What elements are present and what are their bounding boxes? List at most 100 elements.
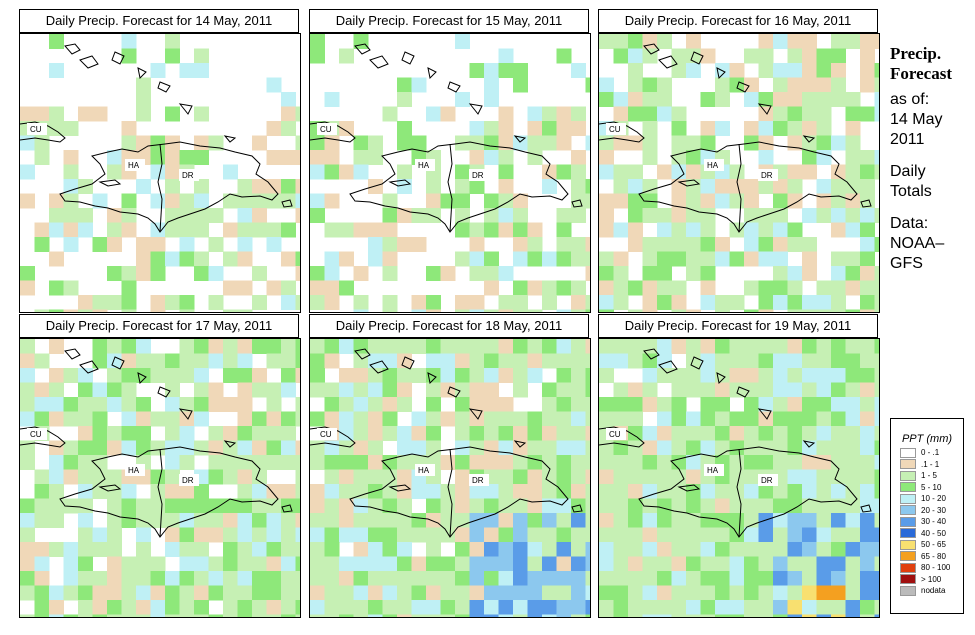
precip-cell bbox=[744, 48, 759, 64]
precip-cell bbox=[744, 251, 759, 267]
precip-cell bbox=[613, 251, 629, 267]
precip-cell bbox=[874, 266, 879, 281]
precip-cell bbox=[773, 426, 788, 441]
precip-cell bbox=[440, 266, 456, 281]
precip-cell bbox=[49, 368, 64, 383]
precip-cell bbox=[237, 455, 253, 470]
precip-cell bbox=[758, 222, 774, 238]
precip-cell bbox=[657, 484, 672, 499]
coastline bbox=[736, 81, 750, 93]
precip-cell bbox=[281, 527, 296, 543]
precip-cell bbox=[657, 469, 672, 485]
precip-cell bbox=[339, 556, 354, 572]
precip-cell bbox=[613, 498, 629, 514]
precip-cell bbox=[860, 368, 875, 383]
precip-cell bbox=[628, 484, 643, 499]
coastline bbox=[79, 55, 99, 69]
precip-cell bbox=[642, 455, 658, 470]
precip-cell bbox=[455, 92, 470, 107]
precip-cell bbox=[556, 368, 572, 383]
precip-cell bbox=[773, 397, 788, 412]
precip-cell bbox=[527, 106, 543, 122]
precip-cell bbox=[729, 164, 745, 180]
precip-cell bbox=[179, 585, 195, 601]
precip-cell bbox=[527, 527, 543, 543]
precip-cell bbox=[773, 527, 788, 543]
precip-cell bbox=[845, 266, 861, 281]
precip-cell bbox=[382, 208, 398, 223]
precip-cell bbox=[744, 455, 759, 470]
precip-cell bbox=[802, 237, 817, 252]
precip-map: CU HA DR bbox=[309, 33, 591, 313]
precip-cell bbox=[281, 600, 296, 615]
precip-cell bbox=[411, 295, 427, 310]
precip-cell bbox=[657, 571, 672, 586]
precip-cell bbox=[397, 397, 412, 412]
legend-item: 80 - 100 bbox=[891, 562, 963, 574]
precip-cell bbox=[382, 266, 398, 281]
precip-cell bbox=[599, 92, 614, 107]
precip-cell bbox=[194, 135, 209, 151]
precip-cell bbox=[266, 542, 282, 557]
precip-cell bbox=[613, 353, 629, 369]
precip-cell bbox=[831, 469, 846, 485]
precip-cell bbox=[571, 411, 586, 427]
precip-cell bbox=[744, 208, 759, 223]
precip-cell bbox=[599, 339, 614, 354]
precip-cell bbox=[426, 193, 441, 209]
precip-cell bbox=[542, 600, 557, 615]
precip-cell bbox=[63, 179, 79, 194]
precip-cell bbox=[599, 353, 614, 369]
precip-cell bbox=[20, 135, 35, 151]
precip-cell bbox=[179, 455, 195, 470]
precip-cell bbox=[831, 527, 846, 543]
precip-cell bbox=[845, 193, 861, 209]
precip-cell bbox=[860, 614, 875, 617]
precip-cell bbox=[49, 34, 64, 49]
info-title-line2: Forecast bbox=[890, 64, 952, 83]
precip-cell bbox=[498, 513, 514, 528]
precip-cell bbox=[874, 600, 879, 615]
precip-cell bbox=[542, 135, 557, 151]
precip-cell bbox=[816, 295, 832, 310]
precip-cell bbox=[527, 426, 543, 441]
country-label: DR bbox=[761, 171, 773, 180]
precip-cell bbox=[397, 556, 412, 572]
precip-cell bbox=[455, 484, 470, 499]
precip-cell bbox=[715, 397, 730, 412]
precip-cell bbox=[484, 63, 499, 78]
precip-cell bbox=[816, 440, 832, 456]
precip-cell bbox=[63, 614, 79, 617]
precip-cell bbox=[339, 222, 354, 238]
precip-cell bbox=[194, 614, 209, 617]
precip-cell bbox=[310, 164, 325, 180]
coastline bbox=[690, 51, 704, 65]
country-label-bg bbox=[606, 428, 626, 440]
precip-cell bbox=[773, 382, 788, 398]
precip-cell bbox=[368, 440, 383, 456]
precip-cell bbox=[237, 440, 253, 456]
precip-cell bbox=[426, 397, 441, 412]
precip-cell bbox=[281, 353, 296, 369]
precip-cell bbox=[628, 556, 643, 572]
precip-cell bbox=[831, 135, 846, 151]
precip-cell bbox=[310, 527, 325, 543]
precip-cell bbox=[715, 513, 730, 528]
precip-cell bbox=[165, 295, 180, 310]
precip-cell bbox=[455, 222, 470, 238]
precip-cell bbox=[671, 280, 687, 296]
precip-cell bbox=[686, 614, 701, 617]
precip-cell bbox=[49, 208, 64, 223]
precip-cell bbox=[542, 426, 557, 441]
precip-cell bbox=[802, 455, 817, 470]
precip-cell bbox=[874, 150, 879, 165]
precip-cell bbox=[324, 280, 340, 296]
precip-cell bbox=[34, 498, 50, 514]
precip-cell bbox=[874, 92, 879, 107]
precip-cell bbox=[802, 542, 817, 557]
precip-cell bbox=[136, 353, 151, 369]
precip-cell bbox=[816, 426, 832, 441]
precip-cell bbox=[715, 484, 730, 499]
precip-cell bbox=[599, 513, 614, 528]
precip-cell bbox=[802, 309, 817, 312]
